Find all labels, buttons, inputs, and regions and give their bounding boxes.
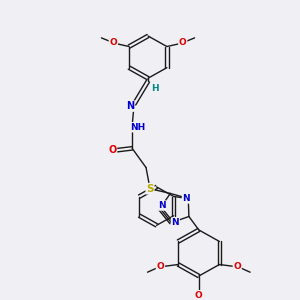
Text: N: N [126,101,134,111]
Text: O: O [233,262,241,271]
Text: NH: NH [130,123,146,132]
Text: O: O [195,291,203,300]
Text: N: N [172,218,179,227]
Text: O: O [108,145,116,155]
Text: N: N [158,201,166,210]
Text: O: O [110,38,117,47]
Text: O: O [157,262,164,271]
Text: S: S [146,184,154,194]
Text: N: N [182,194,190,203]
Text: H: H [151,84,159,93]
Text: O: O [179,38,187,47]
